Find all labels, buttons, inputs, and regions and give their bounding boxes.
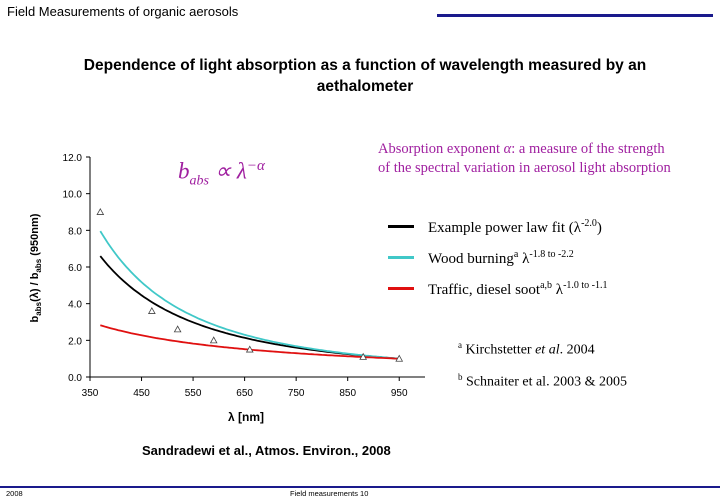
data-point bbox=[395, 354, 404, 362]
power-law-formula: babs ∝ λ−α bbox=[178, 158, 265, 189]
legend-sup2: -1.0 to -1.1 bbox=[563, 280, 608, 291]
x-tick-label: 750 bbox=[288, 388, 305, 399]
ref-after: . 2004 bbox=[559, 342, 595, 358]
ref-text: Schnaiter et al. 2003 & 2005 bbox=[462, 374, 627, 390]
y-tick-label: 12.0 bbox=[63, 153, 83, 164]
reference-b: b Schnaiter et al. 2003 & 2005 bbox=[458, 364, 627, 396]
legend-swatch-red bbox=[388, 287, 414, 291]
formula-exp: −α bbox=[246, 158, 265, 174]
x-tick-label: 550 bbox=[185, 388, 202, 399]
annotation-prefix: Absorption exponent bbox=[378, 141, 504, 157]
footer-year: 2008 bbox=[6, 489, 23, 498]
legend-label: Traffic, diesel soot bbox=[428, 282, 541, 298]
legend-label: Example power law fit (λ bbox=[428, 220, 582, 236]
absorption-exponent-note: Absorption exponent α: a measure of the … bbox=[378, 140, 678, 178]
alpha-symbol: α bbox=[503, 141, 512, 157]
y-axis-label: babs(λ) / babs (950nm) bbox=[29, 213, 43, 322]
legend-sup2: -1.8 to -2.2 bbox=[529, 249, 574, 260]
source-citation: Sandradewi et al., Atmos. Environ., 2008 bbox=[142, 443, 391, 458]
chart-axes: 0.0 2.0 4.0 6.0 8.0 10.0 12.0 350 450 550 650 750 85… bbox=[63, 153, 425, 399]
y-tick-label: 2.0 bbox=[68, 336, 82, 347]
legend-item-traffic: Traffic, diesel soota,b λ-1.0 to -1.1 bbox=[388, 280, 608, 311]
annotation-suffix: : a measure of the strength of the spect… bbox=[378, 141, 671, 176]
slide-title: Dependence of light absorption as a func… bbox=[83, 57, 647, 95]
y-tick-label: 8.0 bbox=[68, 226, 82, 237]
legend-swatch-black bbox=[388, 225, 414, 229]
y-tick-label: 6.0 bbox=[68, 263, 82, 274]
curve-wood-burning bbox=[99, 230, 400, 360]
data-point bbox=[209, 336, 218, 344]
x-tick-label: 350 bbox=[82, 388, 99, 399]
footer-rule bbox=[0, 486, 720, 488]
legend-item-power-law: Example power law fit (λ-2.0) bbox=[388, 218, 608, 249]
reference-a: a Kirchstetter et al. 2004 bbox=[458, 332, 627, 364]
x-tick-label: 950 bbox=[391, 388, 408, 399]
ref-text: Kirchstetter bbox=[462, 342, 536, 358]
y-tick-label: 0.0 bbox=[68, 373, 82, 384]
header-title: Field Measurements of organic aerosols bbox=[7, 4, 239, 19]
footer-page-label: Field measurements 10 bbox=[290, 489, 369, 498]
ref-sup: a bbox=[458, 340, 462, 350]
formula-rest: ∝ λ bbox=[208, 158, 247, 184]
legend-label2: λ bbox=[552, 282, 564, 298]
data-point bbox=[173, 325, 182, 333]
ref-sup: b bbox=[458, 371, 463, 382]
legend-sup: a bbox=[513, 249, 519, 260]
curve-example-power-law-fit bbox=[99, 255, 400, 360]
legend-label: Wood burning bbox=[428, 251, 514, 267]
legend-item-wood-burning: Wood burninga λ-1.8 to -2.2 bbox=[388, 249, 608, 280]
header-rule bbox=[437, 14, 713, 17]
data-point bbox=[359, 352, 368, 360]
formula-sub: abs bbox=[189, 173, 209, 189]
references: a Kirchstetter et al. 2004 b Schnaiter e… bbox=[458, 332, 627, 395]
x-tick-label: 850 bbox=[339, 388, 356, 399]
chart-legend: Example power law fit (λ-2.0) Wood burni… bbox=[388, 218, 608, 311]
y-tick-label: 4.0 bbox=[68, 300, 82, 311]
data-point bbox=[96, 207, 105, 215]
legend-label2: λ bbox=[518, 251, 530, 267]
ref-italic: et al bbox=[535, 342, 560, 358]
legend-swatch-cyan bbox=[388, 256, 414, 260]
x-tick-label: 450 bbox=[133, 388, 150, 399]
legend-sup: -2.0 bbox=[581, 218, 597, 229]
chart-curves bbox=[99, 230, 400, 360]
formula-b: b bbox=[178, 158, 190, 184]
y-tick-label: 10.0 bbox=[63, 190, 83, 201]
x-tick-label: 650 bbox=[236, 388, 253, 399]
x-axis-label: λ [nm] bbox=[228, 410, 264, 424]
data-point bbox=[245, 345, 254, 353]
legend-tail: ) bbox=[596, 220, 602, 236]
chart-points bbox=[96, 207, 404, 362]
data-point bbox=[147, 306, 156, 314]
legend-sup: a,b bbox=[540, 280, 553, 291]
